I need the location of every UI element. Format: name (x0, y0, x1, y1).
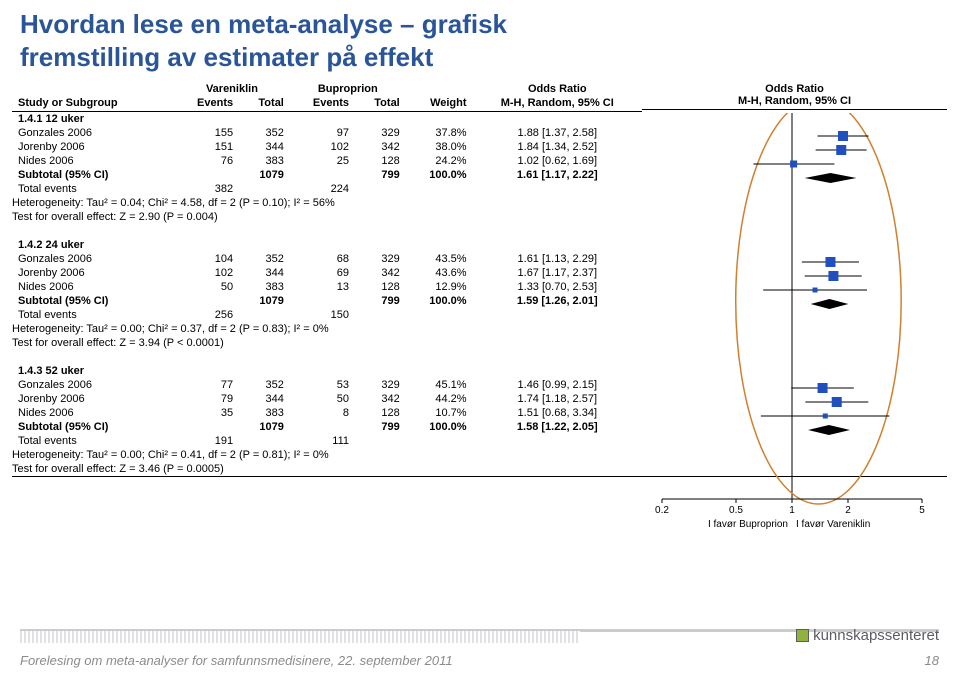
svg-text:1: 1 (789, 505, 795, 516)
svg-text:I favør Vareniklin: I favør Vareniklin (796, 519, 870, 530)
forest-table: VareniklinBuproprionOdds RatioStudy or S… (12, 83, 642, 477)
plot-header: Odds Ratio (765, 83, 824, 95)
page-number: 18 (925, 653, 939, 668)
footer-text: Forelesing om meta-analyser for samfunns… (20, 653, 453, 668)
title-line2: fremstilling av estimater på effekt (20, 42, 433, 72)
svg-text:5: 5 (919, 505, 925, 516)
stripe-decor (20, 631, 580, 643)
svg-text:I favør Buproprion: I favør Buproprion (708, 519, 788, 530)
slide-title: Hvordan lese en meta-analyse – grafisk f… (0, 0, 959, 77)
forest-plot: Odds Ratio M-H, Random, 95% CI 0.20.5125… (642, 83, 947, 477)
footer-bar: kunnskapssenteret (20, 629, 939, 638)
logo-icon (796, 629, 809, 642)
svg-text:0.2: 0.2 (655, 505, 669, 516)
logo-text: kunnskapssenteret (813, 627, 939, 644)
page-footer: Forelesing om meta-analyser for samfunns… (20, 653, 939, 668)
svg-text:0.5: 0.5 (729, 505, 743, 516)
plot-sub: M-H, Random, 95% CI (738, 95, 851, 107)
title-line1: Hvordan lese en meta-analyse – grafisk (20, 9, 507, 39)
svg-text:2: 2 (845, 505, 851, 516)
logo: kunnskapssenteret (796, 627, 939, 644)
